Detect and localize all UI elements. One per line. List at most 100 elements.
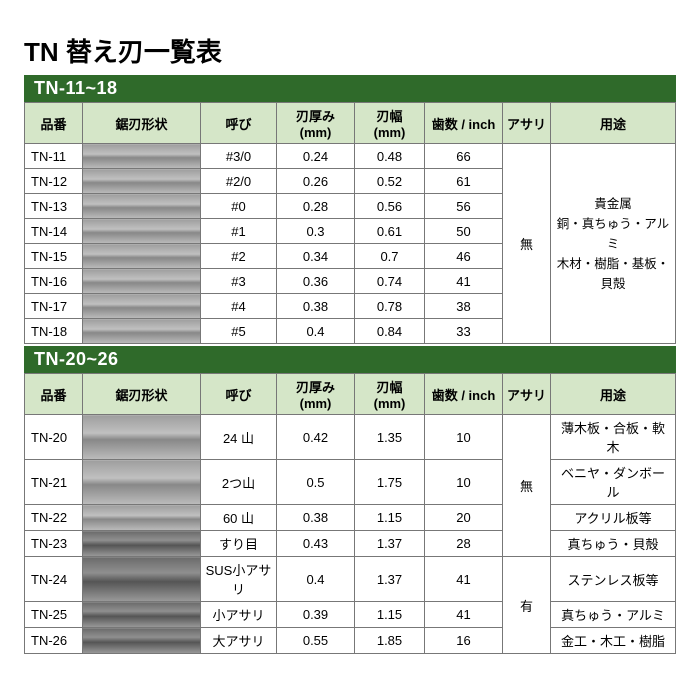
cell-num: TN-25 <box>25 602 83 628</box>
cell-num: TN-21 <box>25 460 83 505</box>
cell-teeth: 61 <box>425 169 503 194</box>
cell-shape <box>83 269 201 294</box>
col-header: 歯数 / inch <box>425 374 503 415</box>
col-header: 刃厚み (mm) <box>277 103 355 144</box>
cell-usage: 真ちゅう・貝殻 <box>551 531 676 557</box>
cell-width: 0.56 <box>355 194 425 219</box>
cell-shape <box>83 460 201 505</box>
cell-num: TN-15 <box>25 244 83 269</box>
cell-call: #4 <box>201 294 277 319</box>
cell-call: #2 <box>201 244 277 269</box>
cell-num: TN-14 <box>25 219 83 244</box>
cell-thick: 0.24 <box>277 144 355 169</box>
cell-teeth: 46 <box>425 244 503 269</box>
cell-call: 小アサリ <box>201 602 277 628</box>
col-header: 用途 <box>551 374 676 415</box>
cell-thick: 0.28 <box>277 194 355 219</box>
cell-num: TN-12 <box>25 169 83 194</box>
cell-call: #0 <box>201 194 277 219</box>
cell-num: TN-13 <box>25 194 83 219</box>
cell-shape <box>83 194 201 219</box>
col-header: 刃幅 (mm) <box>355 374 425 415</box>
cell-shape <box>83 415 201 460</box>
col-header: 鋸刃形状 <box>83 103 201 144</box>
cell-thick: 0.39 <box>277 602 355 628</box>
cell-num: TN-20 <box>25 415 83 460</box>
cell-shape <box>83 319 201 344</box>
cell-shape <box>83 294 201 319</box>
cell-thick: 0.38 <box>277 294 355 319</box>
cell-usage: 薄木板・合板・軟木 <box>551 415 676 460</box>
col-header: アサリ <box>503 103 551 144</box>
cell-teeth: 28 <box>425 531 503 557</box>
table-header-row: 品番 鋸刃形状 呼び 刃厚み (mm) 刃幅 (mm) 歯数 / inch アサ… <box>25 374 676 415</box>
cell-width: 0.74 <box>355 269 425 294</box>
table-row: TN-11#3/00.240.4866無貴金属銅・真ちゅう・アルミ木材・樹脂・基… <box>25 144 676 169</box>
cell-shape <box>83 628 201 654</box>
cell-width: 0.7 <box>355 244 425 269</box>
cell-shape <box>83 169 201 194</box>
cell-call: SUS小アサリ <box>201 557 277 602</box>
cell-thick: 0.34 <box>277 244 355 269</box>
section1-header: TN-11~18 <box>24 75 676 102</box>
col-header: アサリ <box>503 374 551 415</box>
cell-teeth: 41 <box>425 602 503 628</box>
cell-shape <box>83 505 201 531</box>
cell-call: #3/0 <box>201 144 277 169</box>
table-row: TN-26大アサリ0.551.8516金工・木工・樹脂 <box>25 628 676 654</box>
cell-usage: 真ちゅう・アルミ <box>551 602 676 628</box>
cell-num: TN-23 <box>25 531 83 557</box>
cell-thick: 0.55 <box>277 628 355 654</box>
cell-teeth: 41 <box>425 557 503 602</box>
cell-usage: ベニヤ・ダンボール <box>551 460 676 505</box>
cell-width: 1.75 <box>355 460 425 505</box>
cell-width: 1.37 <box>355 531 425 557</box>
cell-shape <box>83 602 201 628</box>
cell-teeth: 38 <box>425 294 503 319</box>
cell-call: 60 山 <box>201 505 277 531</box>
cell-width: 0.52 <box>355 169 425 194</box>
cell-teeth: 10 <box>425 460 503 505</box>
cell-width: 0.78 <box>355 294 425 319</box>
col-header: 用途 <box>551 103 676 144</box>
cell-usage: 金工・木工・樹脂 <box>551 628 676 654</box>
cell-thick: 0.38 <box>277 505 355 531</box>
cell-width: 0.84 <box>355 319 425 344</box>
cell-width: 1.15 <box>355 505 425 531</box>
cell-width: 1.85 <box>355 628 425 654</box>
cell-thick: 0.43 <box>277 531 355 557</box>
cell-call: #5 <box>201 319 277 344</box>
cell-thick: 0.3 <box>277 219 355 244</box>
cell-width: 1.37 <box>355 557 425 602</box>
cell-teeth: 50 <box>425 219 503 244</box>
table-tn20-26: 品番 鋸刃形状 呼び 刃厚み (mm) 刃幅 (mm) 歯数 / inch アサ… <box>24 373 676 654</box>
cell-thick: 0.42 <box>277 415 355 460</box>
cell-thick: 0.4 <box>277 319 355 344</box>
col-header: 刃厚み (mm) <box>277 374 355 415</box>
cell-asari: 無 <box>503 415 551 557</box>
table-row: TN-2024 山0.421.3510無薄木板・合板・軟木 <box>25 415 676 460</box>
table-row: TN-21 2つ山0.51.7510 ベニヤ・ダンボール <box>25 460 676 505</box>
cell-asari: 無 <box>503 144 551 344</box>
cell-num: TN-18 <box>25 319 83 344</box>
cell-shape <box>83 531 201 557</box>
col-header: 品番 <box>25 374 83 415</box>
cell-width: 1.15 <box>355 602 425 628</box>
cell-thick: 0.4 <box>277 557 355 602</box>
cell-shape <box>83 244 201 269</box>
cell-num: TN-24 <box>25 557 83 602</box>
cell-usage: 貴金属銅・真ちゅう・アルミ木材・樹脂・基板・貝殻 <box>551 144 676 344</box>
cell-call: 2つ山 <box>201 460 277 505</box>
table-header-row: 品番 鋸刃形状 呼び 刃厚み (mm) 刃幅 (mm) 歯数 / inch アサ… <box>25 103 676 144</box>
table-row: TN-25 小アサリ0.391.1541 真ちゅう・アルミ <box>25 602 676 628</box>
cell-thick: 0.5 <box>277 460 355 505</box>
cell-width: 0.61 <box>355 219 425 244</box>
cell-call: #2/0 <box>201 169 277 194</box>
cell-teeth: 41 <box>425 269 503 294</box>
cell-shape <box>83 219 201 244</box>
cell-call: 大アサリ <box>201 628 277 654</box>
cell-thick: 0.36 <box>277 269 355 294</box>
cell-num: TN-26 <box>25 628 83 654</box>
cell-shape <box>83 557 201 602</box>
cell-call: #1 <box>201 219 277 244</box>
